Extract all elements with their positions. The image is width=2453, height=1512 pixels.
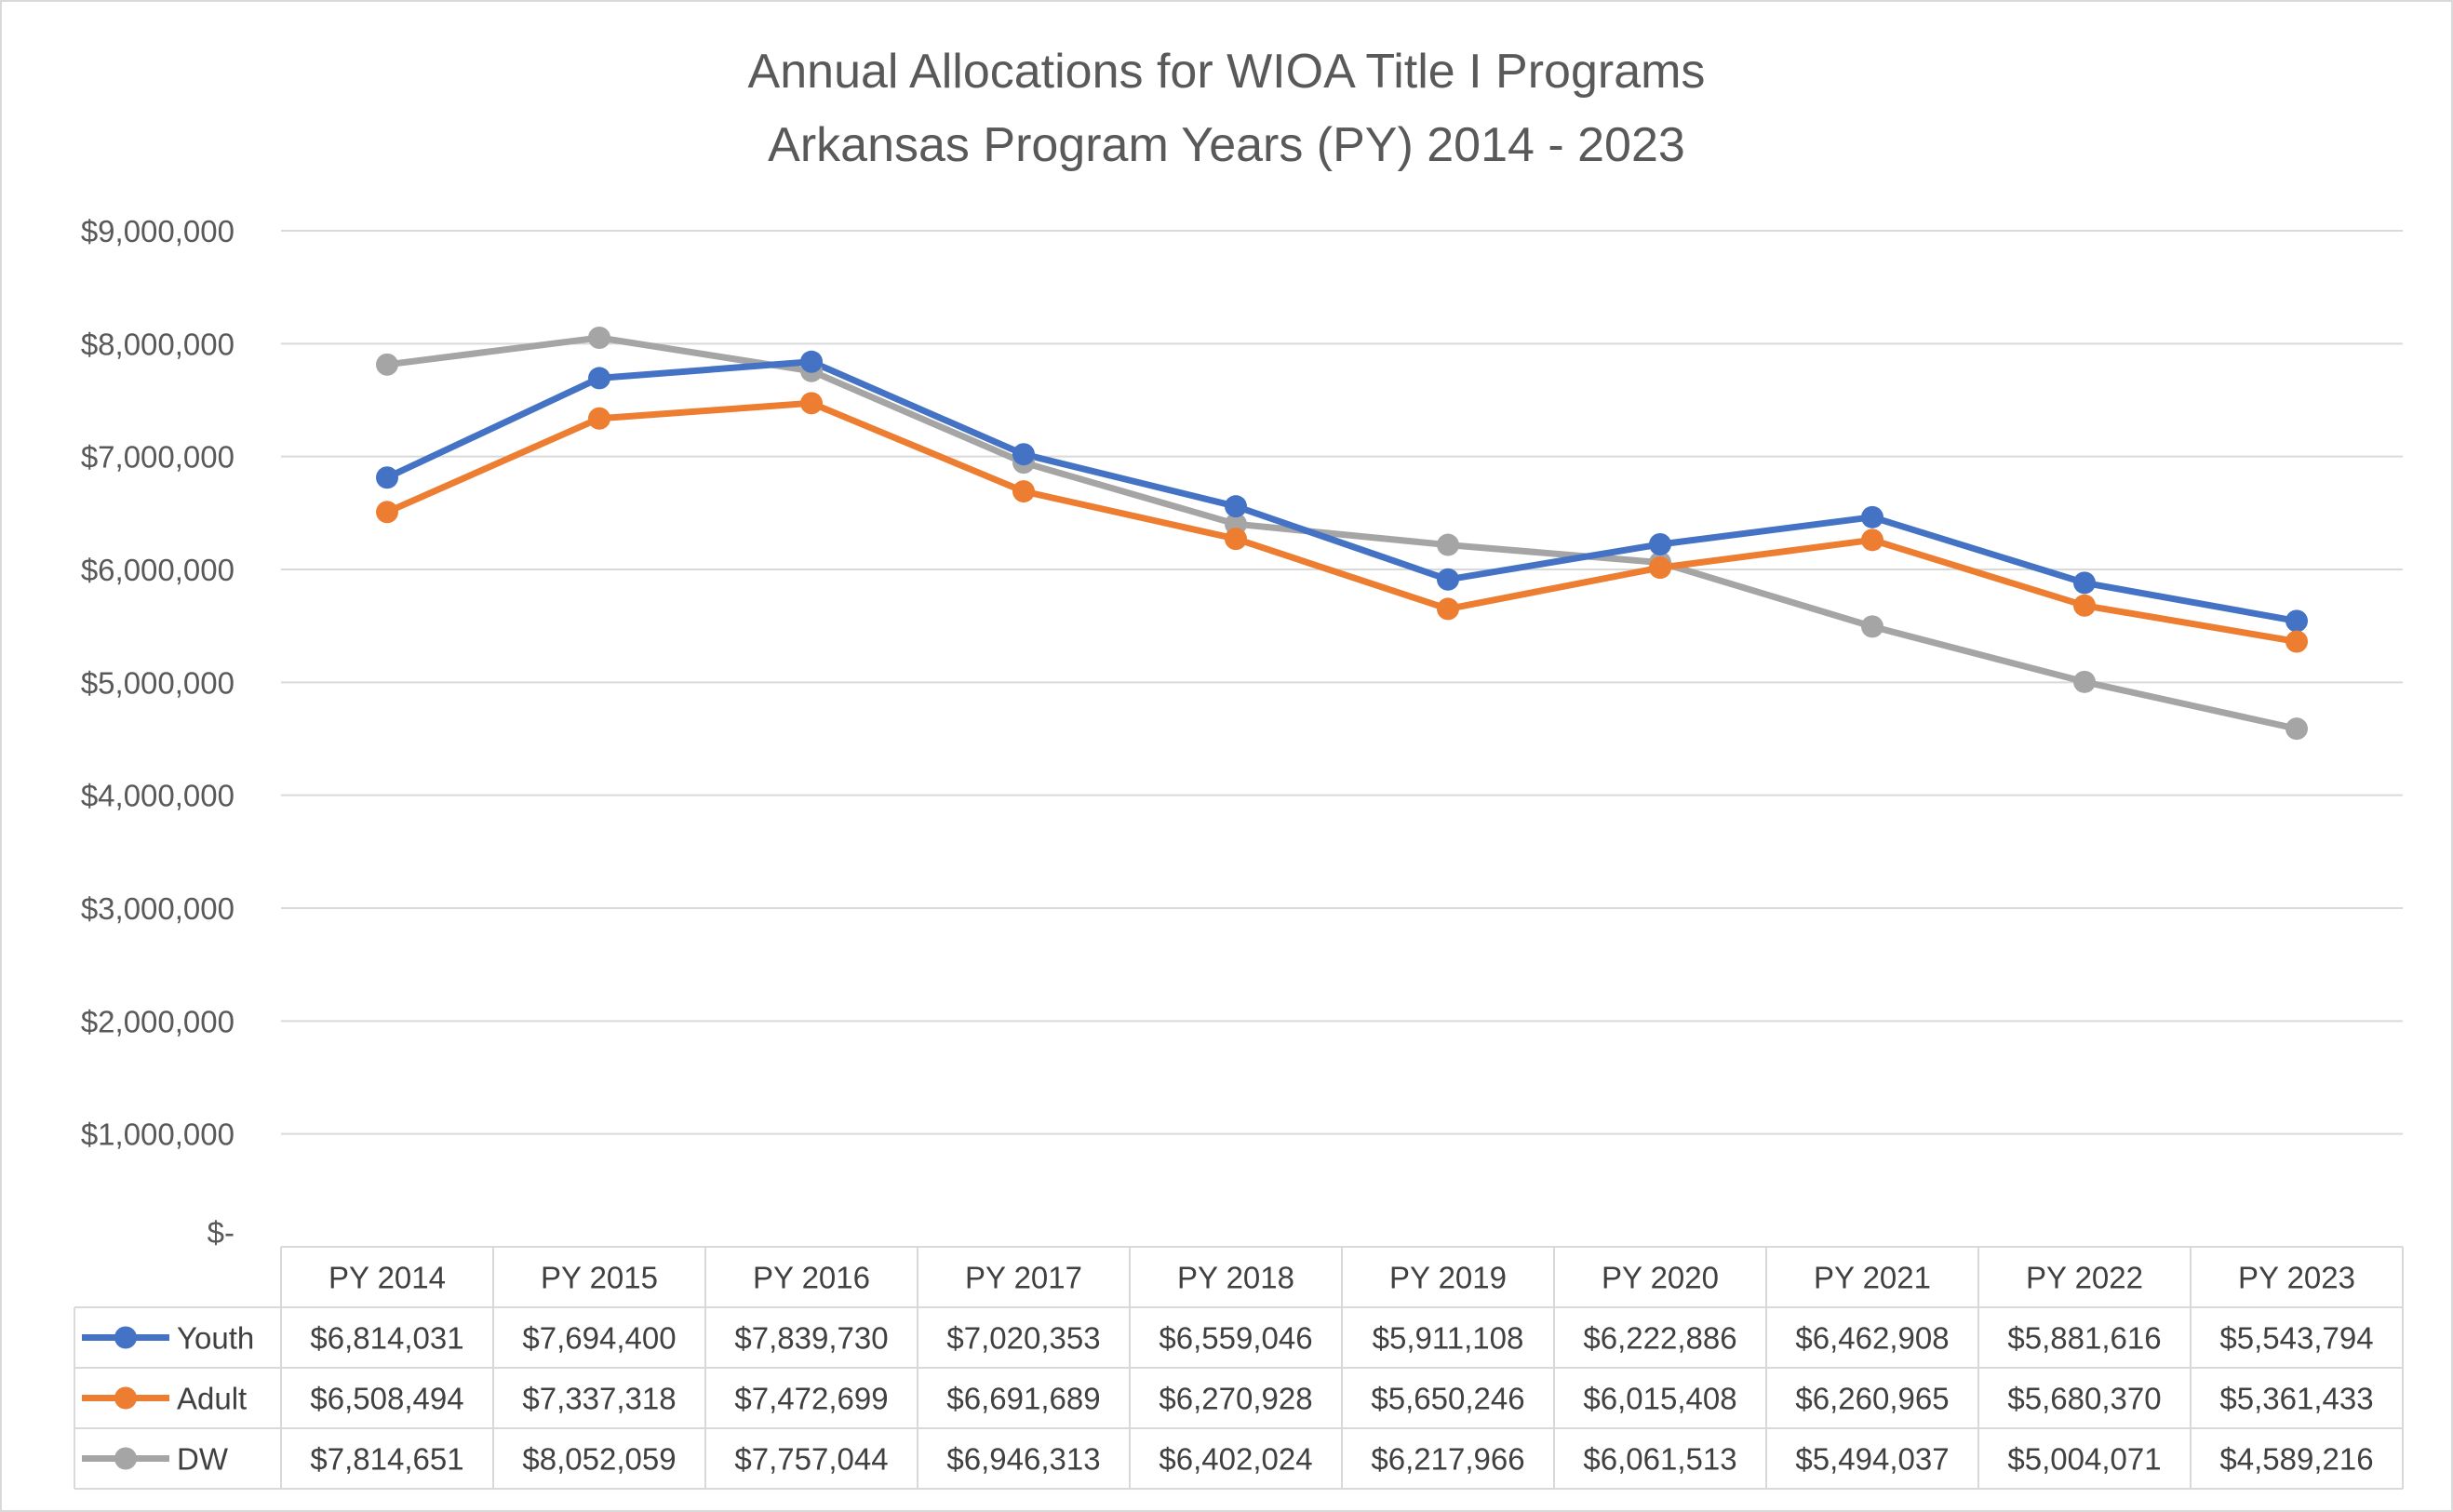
legend-label: DW xyxy=(177,1442,229,1477)
data-point-adult xyxy=(588,407,610,430)
legend-label: Youth xyxy=(177,1321,254,1356)
x-category-label: PY 2020 xyxy=(1602,1261,1719,1295)
data-table-cell: $5,361,433 xyxy=(2219,1382,2373,1416)
y-tick-label: $8,000,000 xyxy=(81,327,235,361)
data-point-dw xyxy=(1861,615,1883,638)
data-table-cell: $6,260,965 xyxy=(1795,1382,1949,1416)
legend-label: Adult xyxy=(177,1382,247,1416)
x-category-label: PY 2018 xyxy=(1177,1261,1294,1295)
data-point-adult xyxy=(800,392,823,415)
y-tick-label: $9,000,000 xyxy=(81,214,235,248)
data-table-cell: $6,691,689 xyxy=(946,1382,1100,1416)
data-table-cell: $7,839,730 xyxy=(734,1321,888,1356)
data-table-cell: $6,015,408 xyxy=(1583,1382,1736,1416)
x-category-label: PY 2022 xyxy=(2026,1261,2143,1295)
data-table-cell: $5,911,108 xyxy=(1373,1321,1524,1356)
x-category-label: PY 2016 xyxy=(753,1261,870,1295)
series-line-adult xyxy=(383,399,2300,645)
series-lines xyxy=(383,334,2300,732)
x-category-label: PY 2019 xyxy=(1389,1261,1507,1295)
data-table-cell: $6,061,513 xyxy=(1583,1442,1736,1477)
data-point-youth xyxy=(1649,532,1671,555)
legend-swatch-marker xyxy=(114,1326,137,1349)
data-point-youth xyxy=(1437,568,1459,591)
data-table-cell: $5,543,794 xyxy=(2219,1321,2373,1356)
y-tick-label: $6,000,000 xyxy=(81,553,235,587)
data-point-youth xyxy=(2073,571,2096,595)
data-point-youth xyxy=(1861,505,1883,529)
data-point-dw xyxy=(1437,533,1459,556)
data-point-adult xyxy=(1437,597,1459,621)
data-point-dw xyxy=(2285,717,2308,741)
data-table-cell: $5,680,370 xyxy=(2007,1382,2161,1416)
data-point-adult xyxy=(1861,529,1883,552)
data-point-youth xyxy=(588,367,610,390)
x-category-label: PY 2017 xyxy=(965,1261,1082,1295)
data-point-adult xyxy=(2285,630,2308,653)
data-point-dw xyxy=(2073,670,2096,693)
y-tick-label: $3,000,000 xyxy=(81,891,235,926)
data-point-adult xyxy=(2073,594,2096,617)
data-table: PY 2014 PY 2015 PY 2016 PY 2017 PY 2018 PY 20… xyxy=(74,1246,2404,1490)
data-table-cell: $6,270,928 xyxy=(1159,1382,1312,1416)
data-table-cell: $6,462,908 xyxy=(1795,1321,1949,1356)
data-point-youth xyxy=(1225,495,1247,518)
y-tick-label: $- xyxy=(208,1215,235,1250)
data-table-cell: $5,881,616 xyxy=(2007,1321,2161,1356)
series-line-youth xyxy=(383,358,2300,624)
data-table-cell: $7,694,400 xyxy=(522,1321,676,1356)
data-table-cell: $6,946,313 xyxy=(946,1442,1100,1477)
data-table-cell: $6,508,494 xyxy=(310,1382,463,1416)
data-table-cell: $7,337,318 xyxy=(522,1382,676,1416)
x-category-label: PY 2021 xyxy=(1814,1261,1931,1295)
data-point-youth xyxy=(2285,609,2308,633)
chart-title: Annual Allocations for WIOA Title I Prog… xyxy=(748,45,1706,99)
data-table-cell: $5,004,071 xyxy=(2007,1442,2161,1477)
data-table-cell: $6,217,966 xyxy=(1371,1442,1524,1477)
y-axis-tick-labels: $- $1,000,000 $2,000,000 $3,000,000 $4,000,0… xyxy=(81,214,235,1250)
legend-swatch-marker xyxy=(114,1447,137,1470)
y-tick-label: $1,000,000 xyxy=(81,1117,235,1152)
data-table-cell: $7,814,651 xyxy=(310,1442,463,1477)
data-table-cell: $4,589,216 xyxy=(2219,1442,2373,1477)
data-table-cell: $6,559,046 xyxy=(1159,1321,1312,1356)
data-table-cell: $8,052,059 xyxy=(522,1442,676,1477)
data-point-dw xyxy=(376,353,398,376)
y-tick-label: $4,000,000 xyxy=(81,779,235,813)
data-point-adult xyxy=(1649,556,1671,580)
y-tick-label: $2,000,000 xyxy=(81,1004,235,1038)
data-table-cell: $6,402,024 xyxy=(1159,1442,1312,1477)
legend-swatch-marker xyxy=(114,1386,137,1410)
data-point-youth xyxy=(800,350,823,373)
x-category-label: PY 2014 xyxy=(328,1261,446,1295)
data-table-cell: $5,494,037 xyxy=(1795,1442,1949,1477)
data-point-dw xyxy=(588,327,610,350)
data-table-cell: $7,757,044 xyxy=(734,1442,888,1477)
data-table-cell: $6,814,031 xyxy=(310,1321,463,1356)
data-table-cell: $7,472,699 xyxy=(734,1382,888,1416)
data-table-cell: $7,020,353 xyxy=(946,1321,1100,1356)
x-category-label: PY 2023 xyxy=(2238,1261,2355,1295)
data-point-adult xyxy=(376,501,398,524)
series-points xyxy=(376,327,2308,741)
y-tick-label: $5,000,000 xyxy=(81,665,235,700)
y-tick-label: $7,000,000 xyxy=(81,440,235,475)
chart-subtitle: Arkansas Program Years (PY) 2014 - 2023 xyxy=(768,118,1685,172)
data-point-youth xyxy=(1012,443,1035,466)
data-point-adult xyxy=(1012,480,1035,503)
data-table-cell: $5,650,246 xyxy=(1371,1382,1524,1416)
data-table-cell: $6,222,886 xyxy=(1583,1321,1736,1356)
data-point-youth xyxy=(376,466,398,489)
series-line-dw xyxy=(383,334,2300,732)
data-point-adult xyxy=(1225,528,1247,551)
x-category-label: PY 2015 xyxy=(541,1261,658,1295)
